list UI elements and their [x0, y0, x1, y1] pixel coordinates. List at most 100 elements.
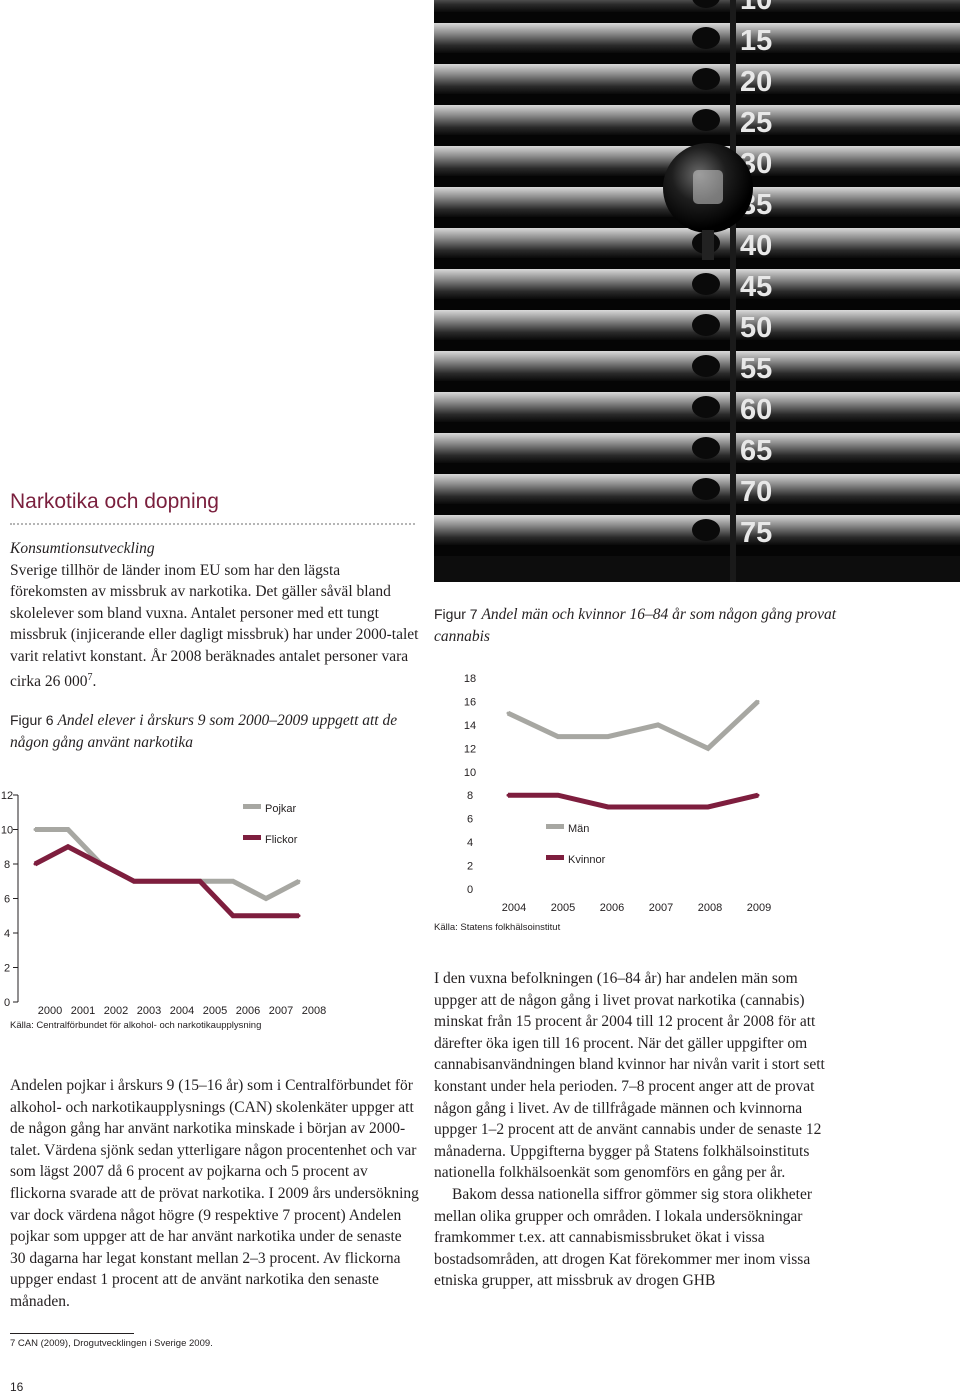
weight-number: 50: [740, 312, 772, 344]
figure7-xtick-label: 2004: [502, 902, 526, 914]
figure6-series-1-point: [66, 828, 70, 831]
figure7-series-1-point: [606, 735, 610, 739]
figure7-ytick-label: 18: [464, 673, 476, 685]
figure6-ytick-label: 6: [4, 894, 10, 906]
subheading: Konsumtionsutveckling: [10, 540, 155, 557]
figure6-source: Källa: Centralförbundet för alkohol- och…: [10, 1020, 262, 1031]
figure7-ytick-label: 6: [467, 814, 473, 826]
body-right-paragraph-1: I den vuxna befolkningen (16–84 år) har …: [434, 970, 825, 1182]
dotted-divider: [10, 523, 415, 525]
figure6-legend-swatch: [243, 835, 261, 840]
weight-number: 60: [740, 394, 772, 426]
figure6-series-2-point: [297, 914, 301, 918]
weight-number: 55: [740, 353, 772, 385]
figure6-series-2-point: [165, 879, 169, 883]
figure7-xtick-label: 2007: [649, 902, 673, 914]
figure6-series-2-point: [132, 879, 136, 883]
page-number: 16: [10, 1380, 24, 1394]
figure6-xtick-label: 2005: [203, 1005, 227, 1017]
footnote-rule: [10, 1333, 134, 1334]
figure6-xtick-label: 2008: [302, 1005, 326, 1017]
figure7-source: Källa: Statens folkhälsoinstitut: [434, 922, 561, 933]
figure6-ytick-label: 2: [4, 963, 10, 975]
figure7-xtick-label: 2008: [698, 902, 722, 914]
figure6-series-1-point: [297, 879, 301, 883]
figure7-series-1-point: [556, 735, 560, 739]
figure7-legend-swatch: [546, 824, 564, 829]
figure6-xtick-label: 2001: [71, 1005, 95, 1017]
figure6-title: Andel elever i årskurs 9 som 2000–2009 u…: [10, 712, 398, 751]
figure7-label: Figur 7: [434, 606, 478, 622]
figure7-series-2-point: [656, 805, 660, 809]
weight-stack-illustration: 51015202530354045505560657075: [434, 0, 960, 582]
figure6-ytick-label: 4: [4, 928, 10, 940]
figure7-series-1-line: [506, 699, 760, 752]
figure6-ytick-label: 10: [1, 825, 13, 837]
figure7-series-2-line: [508, 792, 759, 810]
figure6-legend-swatch: [243, 804, 261, 809]
weight-stack-photo: 51015202530354045505560657075: [434, 0, 960, 582]
figure7-ytick-label: 0: [467, 884, 473, 896]
weight-number: 40: [740, 230, 772, 262]
figure6-series-2-point: [66, 845, 70, 849]
figure6-xtick-label: 2000: [38, 1005, 62, 1017]
figure6-series-2-point: [198, 879, 202, 883]
figure6-ytick-label: 8: [4, 859, 10, 871]
figure6-xtick-label: 2003: [137, 1005, 161, 1017]
figure7-ytick-label: 8: [467, 790, 473, 802]
figure6-ytick-label: 12: [1, 790, 13, 802]
section-title: Narkotika och dopning: [10, 490, 219, 513]
figure7-ytick-label: 4: [467, 837, 473, 849]
figure7-xtick-label: 2005: [551, 902, 575, 914]
figure6-label: Figur 6: [10, 712, 54, 728]
figure6-caption: Figur 6 Andel elever i årskurs 9 som 200…: [10, 709, 410, 754]
figure7-series-2-point: [706, 805, 710, 809]
figure6-series-2-point: [99, 862, 103, 866]
figure6-chart: 0 2 4 6 8 10 12 2000 2001 2002 2003 2004 2005 2006 200…: [1, 790, 326, 1017]
figure7-series-2-point: [506, 793, 510, 797]
figure6-xtick-label: 2004: [170, 1005, 194, 1017]
weight-number: 70: [740, 476, 772, 508]
figure7-ytick-label: 14: [464, 720, 476, 732]
weight-number: 25: [740, 107, 772, 139]
weight-number: 10: [740, 0, 772, 16]
figure6-legend-label: Flickor: [265, 834, 298, 846]
figure6-xtick-label: 2007: [269, 1005, 293, 1017]
figure7-ytick-label: 10: [464, 767, 476, 779]
figure6-series-1-point: [33, 828, 37, 831]
figure6-series-2-point: [33, 862, 37, 866]
body-right-text: I den vuxna befolkningen (16–84 år) har …: [434, 968, 844, 1292]
weight-number: 20: [740, 66, 772, 98]
intro-paragraph: Sverige tillhör de länder inom EU som ha…: [10, 560, 420, 693]
weight-number: 65: [740, 435, 772, 467]
figure7-xtick-label: 2006: [600, 902, 624, 914]
figure7-series-1-point: [506, 711, 510, 715]
intro-end: .: [92, 673, 97, 691]
intro-text: Sverige tillhör de länder inom EU som ha…: [10, 562, 419, 691]
weight-number: 15: [740, 25, 772, 57]
figure6-series-1-point: [231, 879, 235, 883]
figure7-ytick-label: 12: [464, 743, 476, 755]
body-right-paragraph-2: Bakom dessa nationella siffror gömmer si…: [434, 1185, 813, 1290]
footnote-ref: 7: [87, 672, 93, 684]
figure7-series-2-point: [556, 793, 560, 797]
figure7-series-2-point: [756, 793, 760, 797]
figure7-legend-label: Kvinnor: [568, 854, 606, 866]
figure7-legend-label: Män: [568, 823, 589, 835]
weight-number: 75: [740, 517, 772, 549]
figure6-ytick-label: 0: [4, 997, 10, 1009]
figure7-series-2-point: [606, 805, 610, 809]
figure7-series-1-point: [706, 746, 710, 750]
figure7-chart: 0 2 4 6 8 10 12 14 16 18 2004 2005 2006 2007 2008 2009 M…: [464, 673, 771, 914]
figure7-ytick-label: 2: [467, 861, 473, 873]
figure7-ytick-label: 16: [464, 696, 476, 708]
figure7-xtick-label: 2009: [747, 902, 771, 914]
figure6-series-2-point: [231, 914, 235, 918]
figure6-xtick-label: 2002: [104, 1005, 128, 1017]
figure7-caption: Figur 7 Andel män och kvinnor 16–84 år s…: [434, 603, 854, 648]
figure6-series-2-point: [264, 914, 268, 918]
figure6-legend-label: Pojkar: [265, 803, 297, 815]
body-left-paragraph: Andelen pojkar i årskurs 9 (15–16 år) so…: [10, 1077, 419, 1310]
figure7-series-1-point: [656, 723, 660, 727]
footnote: 7 CAN (2009), Drogutvecklingen i Sverige…: [10, 1338, 213, 1349]
